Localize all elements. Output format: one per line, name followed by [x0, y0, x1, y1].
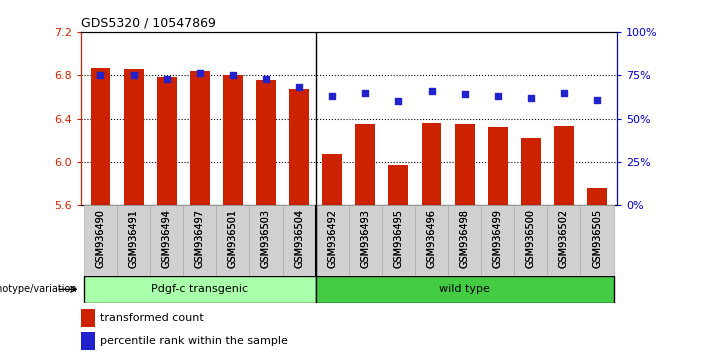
Text: GSM936503: GSM936503	[261, 209, 271, 268]
Text: GSM936505: GSM936505	[592, 209, 602, 268]
Text: GSM936499: GSM936499	[493, 209, 503, 268]
Bar	[117, 205, 150, 276]
Bar	[580, 205, 613, 276]
Text: GSM936493: GSM936493	[360, 209, 370, 268]
Bar	[157, 78, 177, 205]
Point	[592, 97, 603, 102]
Bar	[81, 309, 95, 327]
Text: GSM936495: GSM936495	[393, 209, 403, 268]
Bar	[322, 154, 342, 205]
Bar	[315, 205, 349, 276]
Bar	[283, 205, 315, 276]
Bar	[349, 205, 382, 276]
Point	[227, 73, 238, 78]
Bar	[415, 205, 448, 276]
Point	[194, 71, 205, 76]
Bar	[84, 205, 117, 276]
Bar	[81, 332, 95, 350]
Point	[393, 98, 404, 104]
Bar	[448, 205, 481, 276]
Point	[525, 95, 536, 101]
Bar	[547, 205, 580, 276]
Text: GSM936498: GSM936498	[460, 209, 470, 268]
Text: GSM936500: GSM936500	[526, 209, 536, 268]
Point	[459, 91, 470, 97]
Text: GSM936490: GSM936490	[95, 209, 105, 268]
Bar	[190, 71, 210, 205]
Text: percentile rank within the sample: percentile rank within the sample	[100, 336, 288, 346]
Text: GSM936492: GSM936492	[327, 209, 337, 268]
Bar	[183, 205, 217, 276]
Bar	[355, 124, 375, 205]
Bar	[123, 69, 144, 205]
Bar	[315, 276, 613, 303]
Bar	[515, 205, 547, 276]
Bar	[587, 188, 607, 205]
Text: GSM936492: GSM936492	[327, 209, 337, 268]
Bar	[84, 276, 315, 303]
Text: GSM936498: GSM936498	[460, 209, 470, 268]
Text: GSM936504: GSM936504	[294, 209, 304, 268]
Text: GSM936504: GSM936504	[294, 209, 304, 268]
Point	[492, 93, 503, 99]
Point	[426, 88, 437, 94]
Bar	[388, 165, 408, 205]
Bar	[223, 75, 243, 205]
Text: wild type: wild type	[439, 284, 490, 295]
Text: GSM936499: GSM936499	[493, 209, 503, 268]
Bar	[521, 138, 540, 205]
Bar	[256, 80, 276, 205]
Text: GSM936494: GSM936494	[162, 209, 172, 268]
Point	[260, 76, 271, 81]
Point	[161, 76, 172, 81]
Text: GSM936502: GSM936502	[559, 209, 569, 268]
Bar	[150, 205, 183, 276]
Text: GSM936496: GSM936496	[426, 209, 437, 268]
Text: GSM936491: GSM936491	[128, 209, 139, 268]
Text: GSM936503: GSM936503	[261, 209, 271, 268]
Text: GDS5320 / 10547869: GDS5320 / 10547869	[81, 16, 215, 29]
Bar	[554, 126, 574, 205]
Point	[360, 90, 371, 96]
Text: Pdgf-c transgenic: Pdgf-c transgenic	[151, 284, 248, 295]
Text: transformed count: transformed count	[100, 313, 204, 323]
Text: GSM936497: GSM936497	[195, 209, 205, 268]
Text: GSM936495: GSM936495	[393, 209, 403, 268]
Text: GSM936497: GSM936497	[195, 209, 205, 268]
Bar	[290, 89, 309, 205]
Text: GSM936494: GSM936494	[162, 209, 172, 268]
Text: genotype/variation: genotype/variation	[0, 284, 77, 295]
Bar	[455, 124, 475, 205]
Text: GSM936505: GSM936505	[592, 209, 602, 268]
Text: GSM936502: GSM936502	[559, 209, 569, 268]
Text: GSM936500: GSM936500	[526, 209, 536, 268]
Bar	[382, 205, 415, 276]
Bar	[421, 123, 442, 205]
Text: GSM936491: GSM936491	[128, 209, 139, 268]
Bar	[481, 205, 515, 276]
Bar	[488, 127, 508, 205]
Text: GSM936490: GSM936490	[95, 209, 105, 268]
Text: GSM936496: GSM936496	[426, 209, 437, 268]
Point	[327, 93, 338, 99]
Point	[294, 85, 305, 90]
Text: GSM936493: GSM936493	[360, 209, 370, 268]
Point	[128, 73, 139, 78]
Text: GSM936501: GSM936501	[228, 209, 238, 268]
Bar	[217, 205, 250, 276]
Bar	[250, 205, 283, 276]
Point	[558, 90, 569, 96]
Bar	[90, 68, 111, 205]
Text: GSM936501: GSM936501	[228, 209, 238, 268]
Point	[95, 73, 106, 78]
